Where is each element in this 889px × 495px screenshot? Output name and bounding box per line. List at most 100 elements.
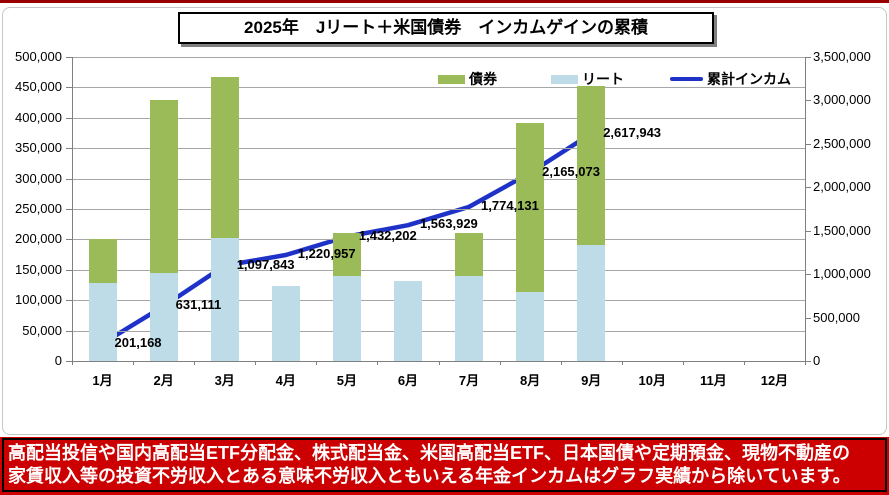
line-data-label: 1,774,131 [481, 197, 539, 213]
y-axis-label-left: 200,000 [15, 231, 62, 247]
x-axis-tick [72, 361, 73, 365]
bar-segment-reit [332, 275, 361, 361]
bar-segment-bond [516, 123, 545, 292]
y-axis-tick-left [66, 117, 72, 119]
bar-segment-reit [393, 280, 422, 361]
bar-segment-reit [455, 275, 484, 361]
bar-segment-bond [577, 85, 606, 246]
x-axis-label: 10月 [638, 373, 667, 388]
horizontal-gridline [72, 117, 805, 119]
y-axis-tick-left [66, 87, 72, 89]
y-axis-label-right: 2,000,000 [813, 179, 871, 195]
x-axis-tick [194, 361, 196, 365]
y-axis-tick-left [66, 148, 72, 150]
y-axis-label-right: 2,500,000 [813, 135, 871, 151]
y-axis-label-left: 300,000 [15, 170, 62, 186]
chart-title-box: 2025年 Jリート＋米国債券 インカムゲインの累積 [178, 12, 714, 44]
horizontal-gridline [72, 148, 805, 150]
bar-segment-reit [88, 283, 117, 361]
x-axis-tick [499, 361, 501, 365]
horizontal-gridline [72, 300, 805, 302]
bar-segment-bond [332, 232, 361, 276]
bar-segment-bond [455, 233, 484, 276]
chart-title: 2025年 Jリート＋米国債券 インカムゲインの累積 [244, 18, 648, 37]
y-axis-tick-right [805, 274, 811, 276]
y-axis-tick-left [66, 57, 72, 58]
x-axis-label: 11月 [700, 373, 727, 388]
y-axis-tick-left [66, 239, 72, 241]
top-border-strip [0, 0, 889, 3]
bar-segment-reit [210, 237, 239, 361]
x-axis-tick [255, 361, 257, 365]
y-axis-label-right: 500,000 [813, 309, 860, 325]
x-axis-label: 6月 [397, 373, 419, 388]
y-axis-tick-right [805, 187, 811, 189]
y-axis-tick-left [66, 178, 72, 180]
y-axis-tick-left [66, 361, 72, 362]
footer-banner-box: 高配当投信や国内高配当ETF分配金、株式配当金、米国高配当ETF、日本国債や定期… [2, 438, 887, 492]
y-axis-label-left: 100,000 [15, 292, 62, 308]
y-axis-label-left: 0 [54, 353, 62, 368]
x-axis-tick [743, 361, 745, 365]
y-axis-tick-left [66, 330, 72, 332]
y-axis-label-right: 3,500,000 [813, 49, 871, 64]
line-data-label: 1,220,957 [297, 245, 356, 261]
y-axis-tick-left [66, 269, 72, 271]
horizontal-gridline [72, 178, 805, 180]
y-axis-tick-right [805, 57, 811, 58]
y-axis-label-right: 3,000,000 [813, 92, 871, 108]
x-axis-label: 3月 [214, 373, 235, 388]
y-axis-label-right: 1,500,000 [813, 222, 871, 238]
x-axis-tick [133, 361, 135, 365]
x-axis-label: 7月 [458, 373, 480, 388]
x-axis-label: 1月 [92, 373, 113, 388]
y-axis-label-left: 450,000 [15, 79, 62, 95]
bar-segment-bond [149, 99, 178, 274]
y-axis-label-left: 250,000 [15, 201, 62, 216]
bar-segment-bond [210, 77, 239, 238]
y-axis-tick-right [805, 143, 811, 145]
bar-segment-reit [516, 291, 545, 361]
horizontal-gridline [72, 87, 805, 89]
horizontal-gridline [72, 209, 805, 210]
y-axis-label-left: 500,000 [15, 49, 62, 64]
x-axis-tick [438, 361, 440, 365]
x-axis-tick [805, 361, 806, 365]
y-axis-line-left [72, 57, 73, 361]
x-axis-label: 9月 [581, 373, 602, 388]
x-axis-tick [682, 361, 684, 365]
x-axis-label: 2月 [153, 373, 174, 388]
bar-segment-bond [88, 238, 117, 284]
horizontal-gridline [72, 330, 805, 332]
y-axis-tick-left [66, 300, 72, 302]
horizontal-gridline [72, 269, 805, 271]
y-axis-label-right: 0 [813, 353, 821, 368]
plot-area: 0 50,000 100,000 150,000 200,000 250,000 300,0… [15, 49, 871, 389]
y-axis-label-right: 1,000,000 [813, 266, 871, 282]
y-axis-label-left: 350,000 [15, 140, 62, 156]
y-axis-tick-right [805, 317, 811, 319]
line-data-label: 1,563,929 [419, 216, 478, 232]
y-axis-line-right [805, 57, 806, 361]
x-axis-tick [377, 361, 379, 365]
y-axis-tick-left [66, 209, 72, 210]
bar-segment-reit [149, 273, 178, 361]
y-axis-tick-right [805, 230, 811, 232]
line-data-label: 1,097,843 [236, 256, 295, 272]
x-axis-tick [316, 361, 318, 365]
y-axis-label-left: 150,000 [15, 261, 62, 277]
horizontal-gridline [72, 239, 805, 241]
line-data-label: 2,165,073 [542, 163, 600, 179]
x-axis-label: 5月 [336, 373, 357, 388]
line-data-label: 1,432,202 [358, 227, 417, 243]
x-axis-label: 8月 [520, 373, 541, 388]
x-axis-label: 12月 [760, 373, 789, 388]
line-data-label: 2,617,943 [603, 124, 662, 140]
x-axis-tick [621, 361, 623, 365]
footer-banner: 高配当投信や国内高配当ETF分配金、株式配当金、米国高配当ETF、日本国債や定期… [0, 437, 889, 495]
x-axis-label: 4月 [275, 373, 296, 388]
line-data-label: 631,111 [175, 297, 222, 313]
bar-segment-reit [577, 245, 606, 361]
bar-segment-reit [271, 286, 300, 361]
